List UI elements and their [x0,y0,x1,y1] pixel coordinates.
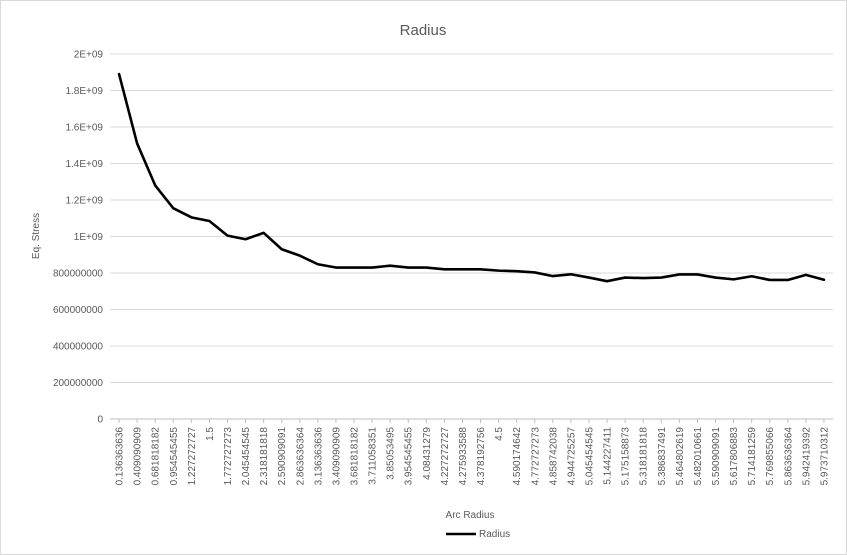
y-tick-label: 1.2E+09 [65,196,103,207]
x-tick-label: 5.318181818 [639,427,650,486]
x-tick-label: 2.863636364 [295,427,306,486]
x-tick-label: 4.772727273 [530,427,541,486]
x-tick-label: 4.858742038 [548,427,559,486]
x-tick-label: 5.386837491 [657,427,668,486]
x-tick-label: 3.954545455 [404,427,415,486]
y-tick-label: 2E+09 [74,50,104,61]
x-tick-label: 1.5 [205,427,216,441]
x-tick-label: 4.378192756 [476,427,487,486]
x-tick-label: 5.617806883 [729,427,740,486]
y-axis-title: Eq. Stress [31,213,42,259]
legend: Radius [446,529,510,540]
x-tick-label: 1.772727273 [223,427,234,486]
y-tick-label: 800000000 [53,269,103,280]
x-tick-label: 2.590909091 [277,427,288,486]
x-tick-label: 4.5 [494,427,505,441]
x-tick-label: 4.227272727 [440,427,451,486]
x-tick-label: 2.045454545 [241,427,252,486]
x-axis-title: Arc Radius [446,510,495,521]
x-tick-label: 2.318181818 [259,427,270,486]
legend-label-radius: Radius [479,529,510,540]
x-axis-tick-labels: 0.136363636 0.409090909 0.681818182 0.95454… [115,419,830,486]
x-tick-label: 5.175158873 [621,427,632,486]
series-line-radius [117,72,826,283]
x-tick-label: 5.590909091 [711,427,722,486]
x-tick-label: 5.144227411 [603,427,614,485]
x-tick-label: 5.464802619 [675,427,686,486]
y-tick-label: 200000000 [53,378,103,389]
y-tick-label: 1E+09 [74,232,104,243]
x-tick-label: 0.954545455 [169,427,180,486]
x-tick-label: 5.863636364 [783,427,794,486]
x-tick-label: 5.714181259 [747,427,758,486]
x-tick-label: 3.681818182 [350,427,361,486]
y-axis-tick-labels: 0 200000000 400000000 600000000 800000000 1E+… [53,50,104,426]
x-tick-label: 0.409090909 [133,427,144,486]
gridlines [110,53,833,420]
y-tick-label: 1.6E+09 [65,123,103,134]
x-tick-label: 1.227272727 [187,427,198,486]
y-tick-label: 0 [97,415,103,426]
x-tick-label: 4.590174642 [512,427,523,486]
x-tick-label: 0.681818182 [151,427,162,486]
x-tick-label: 3.136363636 [313,427,324,486]
x-tick-label: 4.08431279 [422,427,433,480]
x-tick-label: 3.85053495 [386,427,397,480]
x-tick-label: 3.409090909 [331,427,342,486]
x-tick-label: 5.769855066 [765,427,776,486]
x-tick-label: 5.482010661 [693,427,704,486]
chart-title: Radius [400,22,447,39]
x-tick-label: 4.275933588 [458,427,469,486]
x-tick-label: 5.942419392 [801,427,812,486]
x-tick-label: 5.973710312 [819,427,830,486]
y-tick-label: 1.8E+09 [65,86,103,97]
y-tick-label: 1.4E+09 [65,159,103,170]
x-tick-label: 4.944725257 [566,427,577,486]
x-tick-label: 3.711058351 [368,427,379,485]
x-tick-label: 0.136363636 [115,427,126,486]
x-tick-label: 5.045454545 [584,427,595,486]
y-tick-label: 400000000 [53,342,103,353]
y-tick-label: 600000000 [53,305,103,316]
